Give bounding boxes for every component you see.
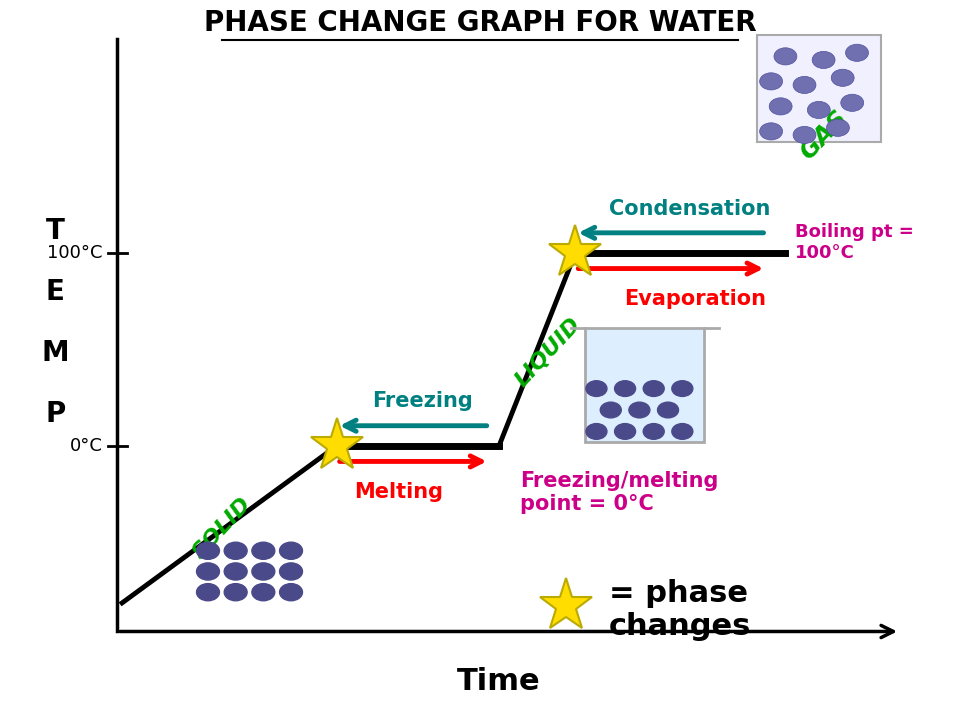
Circle shape [793,76,816,94]
Circle shape [672,423,693,439]
Circle shape [279,563,302,580]
Circle shape [846,44,869,61]
Circle shape [759,73,782,90]
Circle shape [614,381,636,397]
Circle shape [629,402,650,418]
Text: Evaporation: Evaporation [624,289,766,310]
Text: M: M [41,339,69,367]
Circle shape [225,584,247,600]
Circle shape [769,98,792,115]
Text: = phase
changes: = phase changes [609,579,752,642]
FancyBboxPatch shape [585,328,705,442]
Circle shape [827,120,850,136]
Circle shape [252,563,275,580]
Circle shape [197,542,220,559]
Text: SOLID: SOLID [189,493,255,562]
Circle shape [774,48,797,65]
Circle shape [841,94,864,112]
Text: Time: Time [457,667,540,696]
Text: E: E [46,278,64,306]
Text: Condensation: Condensation [610,199,771,219]
Circle shape [279,542,302,559]
Circle shape [586,381,607,397]
Text: GAS: GAS [795,106,852,164]
Text: Melting: Melting [354,482,444,502]
Text: PHASE CHANGE GRAPH FOR WATER: PHASE CHANGE GRAPH FOR WATER [204,9,756,37]
Circle shape [252,542,275,559]
Circle shape [586,423,607,439]
Circle shape [643,423,664,439]
Text: Freezing/melting
point = 0°C: Freezing/melting point = 0°C [520,471,718,514]
Circle shape [279,584,302,600]
Circle shape [252,584,275,600]
Text: T: T [46,217,64,246]
Circle shape [658,402,679,418]
Circle shape [643,381,664,397]
Circle shape [614,423,636,439]
Text: LIQUID: LIQUID [512,315,586,391]
Circle shape [831,69,854,86]
Circle shape [759,123,782,140]
Text: Freezing: Freezing [372,392,473,411]
Text: P: P [45,400,65,428]
Circle shape [812,51,835,68]
Text: 0°C: 0°C [70,437,103,455]
Text: Boiling pt =
100°C: Boiling pt = 100°C [795,222,914,261]
Text: 100°C: 100°C [47,244,103,262]
Circle shape [197,563,220,580]
Circle shape [225,563,247,580]
Circle shape [600,402,621,418]
FancyBboxPatch shape [756,35,881,142]
Circle shape [225,542,247,559]
Circle shape [197,584,220,600]
Circle shape [793,127,816,143]
Circle shape [807,102,830,119]
Circle shape [672,381,693,397]
